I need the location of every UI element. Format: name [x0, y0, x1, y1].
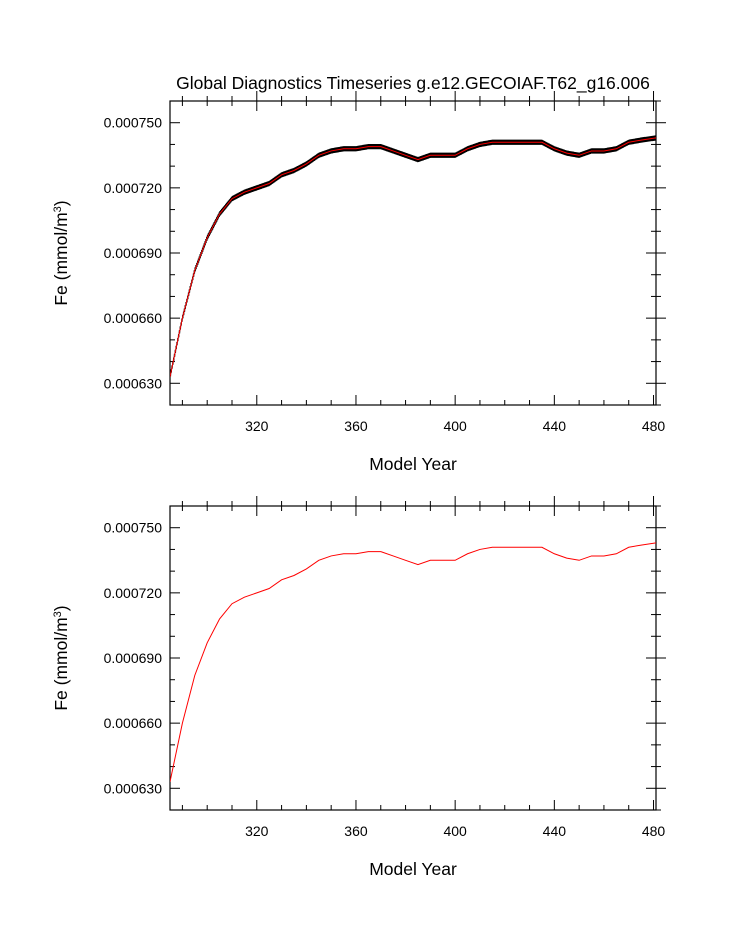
y-tick-label: 0.000750 [104, 115, 163, 131]
y-tick-label: 0.000660 [104, 715, 163, 731]
y-tick-label: 0.000630 [104, 780, 163, 796]
y-tick-label: 0.000690 [104, 650, 163, 666]
x-axis-label: Model Year [369, 454, 457, 474]
plot-frame [169, 505, 657, 811]
y-axis-label: Fe (mmol/m3) [51, 605, 71, 710]
chart-title: Global Diagnostics Timeseries g.e12.GECO… [176, 73, 650, 94]
top-panel: 320 360 400 440 480 0.000630 0.000660 0.000690 0… [51, 91, 666, 474]
x-tick-label: 440 [543, 823, 567, 839]
y-axis-label: Fe (mmol/m3) [51, 200, 71, 305]
x-tick-label: 360 [344, 823, 368, 839]
x-tick-label: 400 [443, 823, 467, 839]
y-tick-label: 0.000720 [104, 585, 163, 601]
y-tick-label: 0.000720 [104, 180, 163, 196]
x-tick-label: 400 [443, 418, 467, 434]
x-tick-label: 360 [344, 418, 368, 434]
y-tick-label: 0.000690 [104, 245, 163, 261]
x-tick-label: 480 [642, 418, 666, 434]
x-tick-label: 480 [642, 823, 666, 839]
y-tick-label: 0.000660 [104, 310, 163, 326]
monthly-series-line [170, 135, 656, 377]
x-tick-label: 320 [245, 823, 269, 839]
annual-series-line [170, 542, 656, 782]
bottom-panel: 320 360 400 440 480 0.000630 0.000660 0.000690 0… [51, 496, 666, 879]
plot-frame [169, 100, 657, 406]
annual-series-line [170, 137, 656, 377]
x-tick-label: 440 [543, 418, 567, 434]
x-axis-label: Model Year [369, 859, 457, 879]
x-tick-label: 320 [245, 418, 269, 434]
y-tick-label: 0.000750 [104, 520, 163, 536]
y-tick-label: 0.000630 [104, 375, 163, 391]
